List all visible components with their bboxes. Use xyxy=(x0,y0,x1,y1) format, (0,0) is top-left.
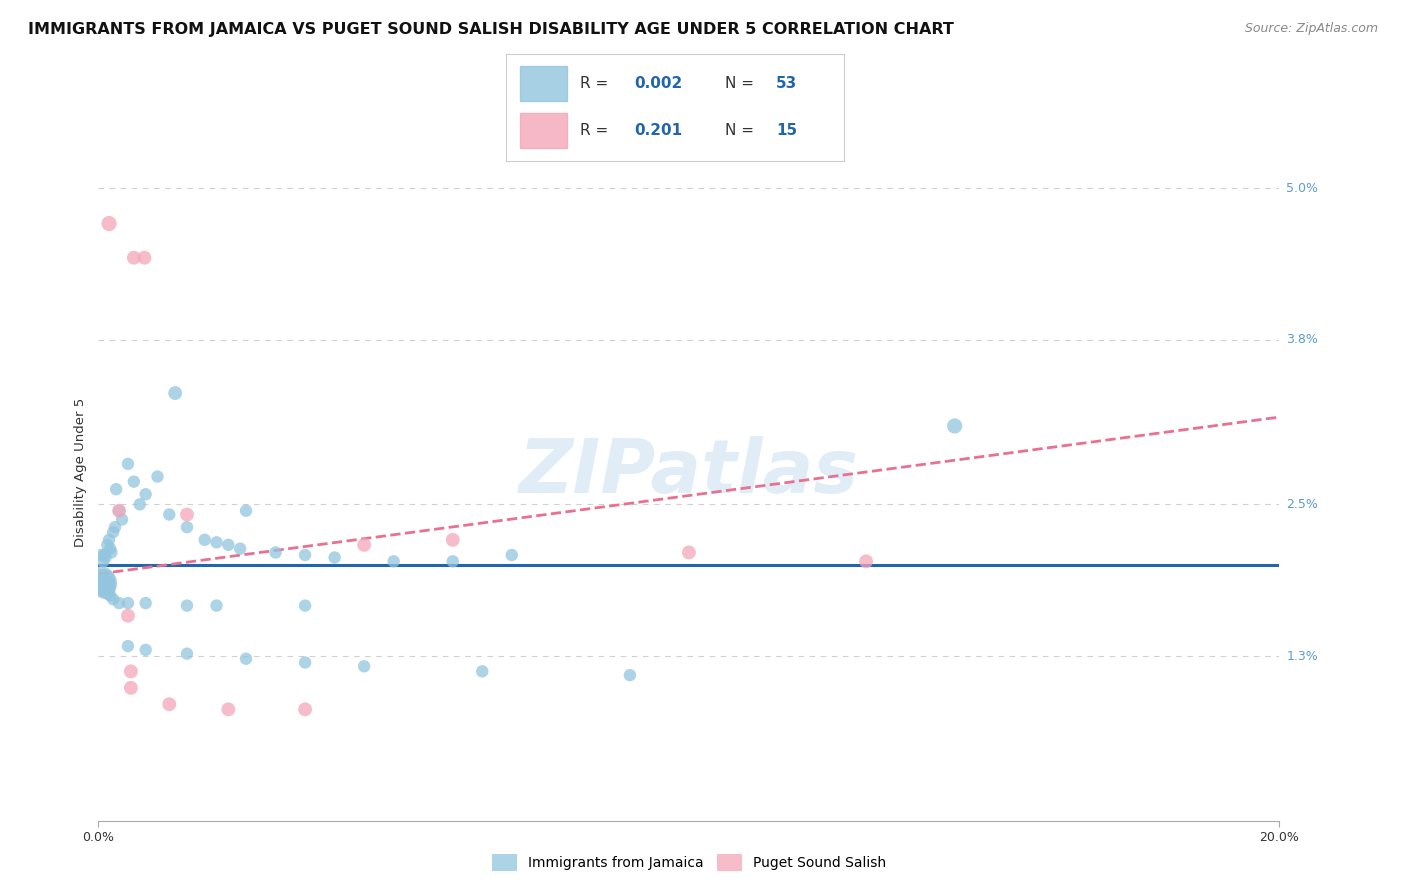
Text: 3.8%: 3.8% xyxy=(1286,334,1319,346)
Point xyxy=(353,538,375,552)
Point xyxy=(471,665,494,679)
Point xyxy=(323,550,346,565)
Point xyxy=(98,533,121,547)
Point xyxy=(105,482,128,496)
Point xyxy=(108,504,131,518)
Point xyxy=(146,469,169,483)
Legend: Immigrants from Jamaica, Puget Sound Salish: Immigrants from Jamaica, Puget Sound Sal… xyxy=(486,848,891,876)
Point xyxy=(117,639,139,653)
Point xyxy=(93,580,115,594)
Point xyxy=(90,548,112,562)
Point xyxy=(441,554,464,568)
Text: Source: ZipAtlas.com: Source: ZipAtlas.com xyxy=(1244,22,1378,36)
Point xyxy=(501,548,523,562)
Point xyxy=(217,538,239,552)
Point xyxy=(117,608,139,623)
Point xyxy=(91,575,114,590)
Point xyxy=(176,599,198,613)
Point xyxy=(120,681,142,695)
Point xyxy=(98,541,121,556)
Text: 0.201: 0.201 xyxy=(634,123,682,138)
Point xyxy=(217,702,239,716)
Point xyxy=(117,457,139,471)
Point xyxy=(678,545,700,559)
Point xyxy=(117,596,139,610)
Point xyxy=(122,251,145,265)
Text: 0.002: 0.002 xyxy=(634,76,683,91)
Point xyxy=(264,545,287,559)
Point xyxy=(135,596,157,610)
Point xyxy=(157,508,180,522)
Point xyxy=(90,574,112,588)
Point xyxy=(165,386,187,401)
Point xyxy=(619,668,641,682)
Point xyxy=(441,533,464,547)
Text: N =: N = xyxy=(725,123,759,138)
Text: R =: R = xyxy=(581,123,613,138)
Bar xyxy=(520,113,567,148)
Text: IMMIGRANTS FROM JAMAICA VS PUGET SOUND SALISH DISABILITY AGE UNDER 5 CORRELATION: IMMIGRANTS FROM JAMAICA VS PUGET SOUND S… xyxy=(28,22,955,37)
Point xyxy=(235,504,257,518)
Point xyxy=(353,659,375,673)
Point xyxy=(94,550,117,565)
Text: R =: R = xyxy=(581,76,613,91)
Text: 2.5%: 2.5% xyxy=(1286,498,1319,511)
Point xyxy=(382,554,405,568)
Point xyxy=(98,217,121,231)
Point xyxy=(98,589,121,603)
Point xyxy=(176,508,198,522)
Point xyxy=(108,596,131,610)
Point xyxy=(96,586,118,600)
Point xyxy=(194,533,217,547)
Point xyxy=(943,419,966,434)
Point xyxy=(294,548,316,562)
Text: 1.3%: 1.3% xyxy=(1286,649,1319,663)
Point xyxy=(120,665,142,679)
Point xyxy=(855,554,877,568)
Point xyxy=(229,541,252,556)
Point xyxy=(91,554,114,568)
Point xyxy=(205,599,228,613)
Point xyxy=(135,487,157,501)
Point xyxy=(294,702,316,716)
Point xyxy=(111,512,134,526)
Point xyxy=(100,545,122,559)
Point xyxy=(93,548,115,562)
Point xyxy=(294,599,316,613)
Point xyxy=(176,520,198,534)
Point xyxy=(103,525,125,540)
Text: ZIPatlas: ZIPatlas xyxy=(519,436,859,509)
Text: 5.0%: 5.0% xyxy=(1286,182,1319,194)
Text: 15: 15 xyxy=(776,123,797,138)
Point xyxy=(128,497,150,511)
Point xyxy=(122,475,145,489)
Text: 53: 53 xyxy=(776,76,797,91)
Point xyxy=(104,520,127,534)
Point xyxy=(108,504,131,518)
Point xyxy=(157,698,180,712)
Point xyxy=(103,592,125,607)
Point xyxy=(235,651,257,665)
Point xyxy=(205,535,228,549)
Y-axis label: Disability Age Under 5: Disability Age Under 5 xyxy=(75,398,87,548)
Point xyxy=(134,251,156,265)
Point xyxy=(294,656,316,670)
Text: N =: N = xyxy=(725,76,759,91)
Bar xyxy=(520,66,567,101)
Point xyxy=(96,538,118,552)
Point xyxy=(176,647,198,661)
Point xyxy=(135,643,157,657)
